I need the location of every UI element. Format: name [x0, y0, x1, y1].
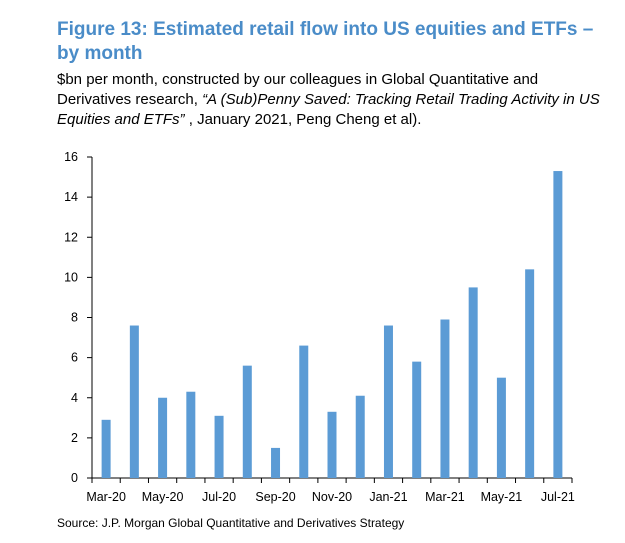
bar-Aug-20	[242, 365, 252, 478]
subtitle-text: $bn per month, constructed by our collea…	[57, 71, 539, 108]
bar-Jan-21	[383, 325, 393, 478]
bars	[101, 171, 563, 478]
bar-Mar-20	[101, 419, 111, 478]
y-tick-label: 2	[71, 431, 78, 445]
x-tick-label: Sep-20	[255, 490, 295, 504]
bar-Feb-21	[412, 361, 422, 478]
bar-Mar-21	[440, 319, 450, 478]
x-tick-label: May-20	[142, 490, 184, 504]
bar-Apr-21	[468, 287, 478, 478]
bar-Jul-20	[214, 415, 224, 478]
x-tick-label: Jan-21	[369, 490, 407, 504]
x-tick-label: Jul-21	[541, 490, 575, 504]
bar-Sep-20	[271, 447, 281, 478]
bar-May-20	[158, 397, 168, 478]
y-tick-label: 12	[64, 230, 78, 244]
x-tick-label: May-21	[481, 490, 523, 504]
y-tick-label: 8	[71, 311, 78, 325]
bar-Apr-20	[129, 325, 139, 478]
bar-May-21	[496, 377, 506, 478]
bar-Oct-20	[299, 345, 309, 478]
bar-Jun-21	[525, 269, 535, 478]
bar-chart: 0 2 4 6 8 10 12 14 16 Mar-20 May-20 Jul-20 Sep-20 No…	[64, 150, 575, 504]
x-tick-label: Nov-20	[312, 490, 352, 504]
y-tick-label: 4	[71, 391, 78, 405]
y-tick-label: 0	[71, 471, 78, 485]
bar-Nov-20	[327, 411, 337, 478]
y-tick-label: 10	[64, 270, 78, 284]
y-axis: 0 2 4 6 8 10 12 14 16	[64, 150, 93, 485]
figure-title: Figure 13: Estimated retail flow into US…	[57, 19, 594, 64]
figure-subtitle: $bn per month, constructed by our collea…	[57, 70, 612, 130]
bar-Jul-21	[553, 171, 563, 478]
bar-Dec-20	[355, 395, 365, 478]
y-tick-label: 6	[71, 351, 78, 365]
subtitle-citation: “A (Sub)Penny Saved: Tracking Retail Tra…	[57, 91, 600, 128]
x-tick-label: Mar-20	[86, 490, 126, 504]
x-axis: Mar-20 May-20 Jul-20 Sep-20 Nov-20 Jan-21 Mar-…	[86, 477, 575, 504]
bar-Jun-20	[186, 391, 196, 478]
x-tick-label: Jul-20	[202, 490, 236, 504]
source-note: Source: J.P. Morgan Global Quantitative …	[57, 516, 405, 530]
y-tick-label: 14	[64, 190, 78, 204]
subtitle-date-author: , January 2021, Peng Cheng et al).	[184, 111, 422, 128]
x-tick-label: Mar-21	[425, 490, 465, 504]
y-tick-label: 16	[64, 150, 78, 164]
